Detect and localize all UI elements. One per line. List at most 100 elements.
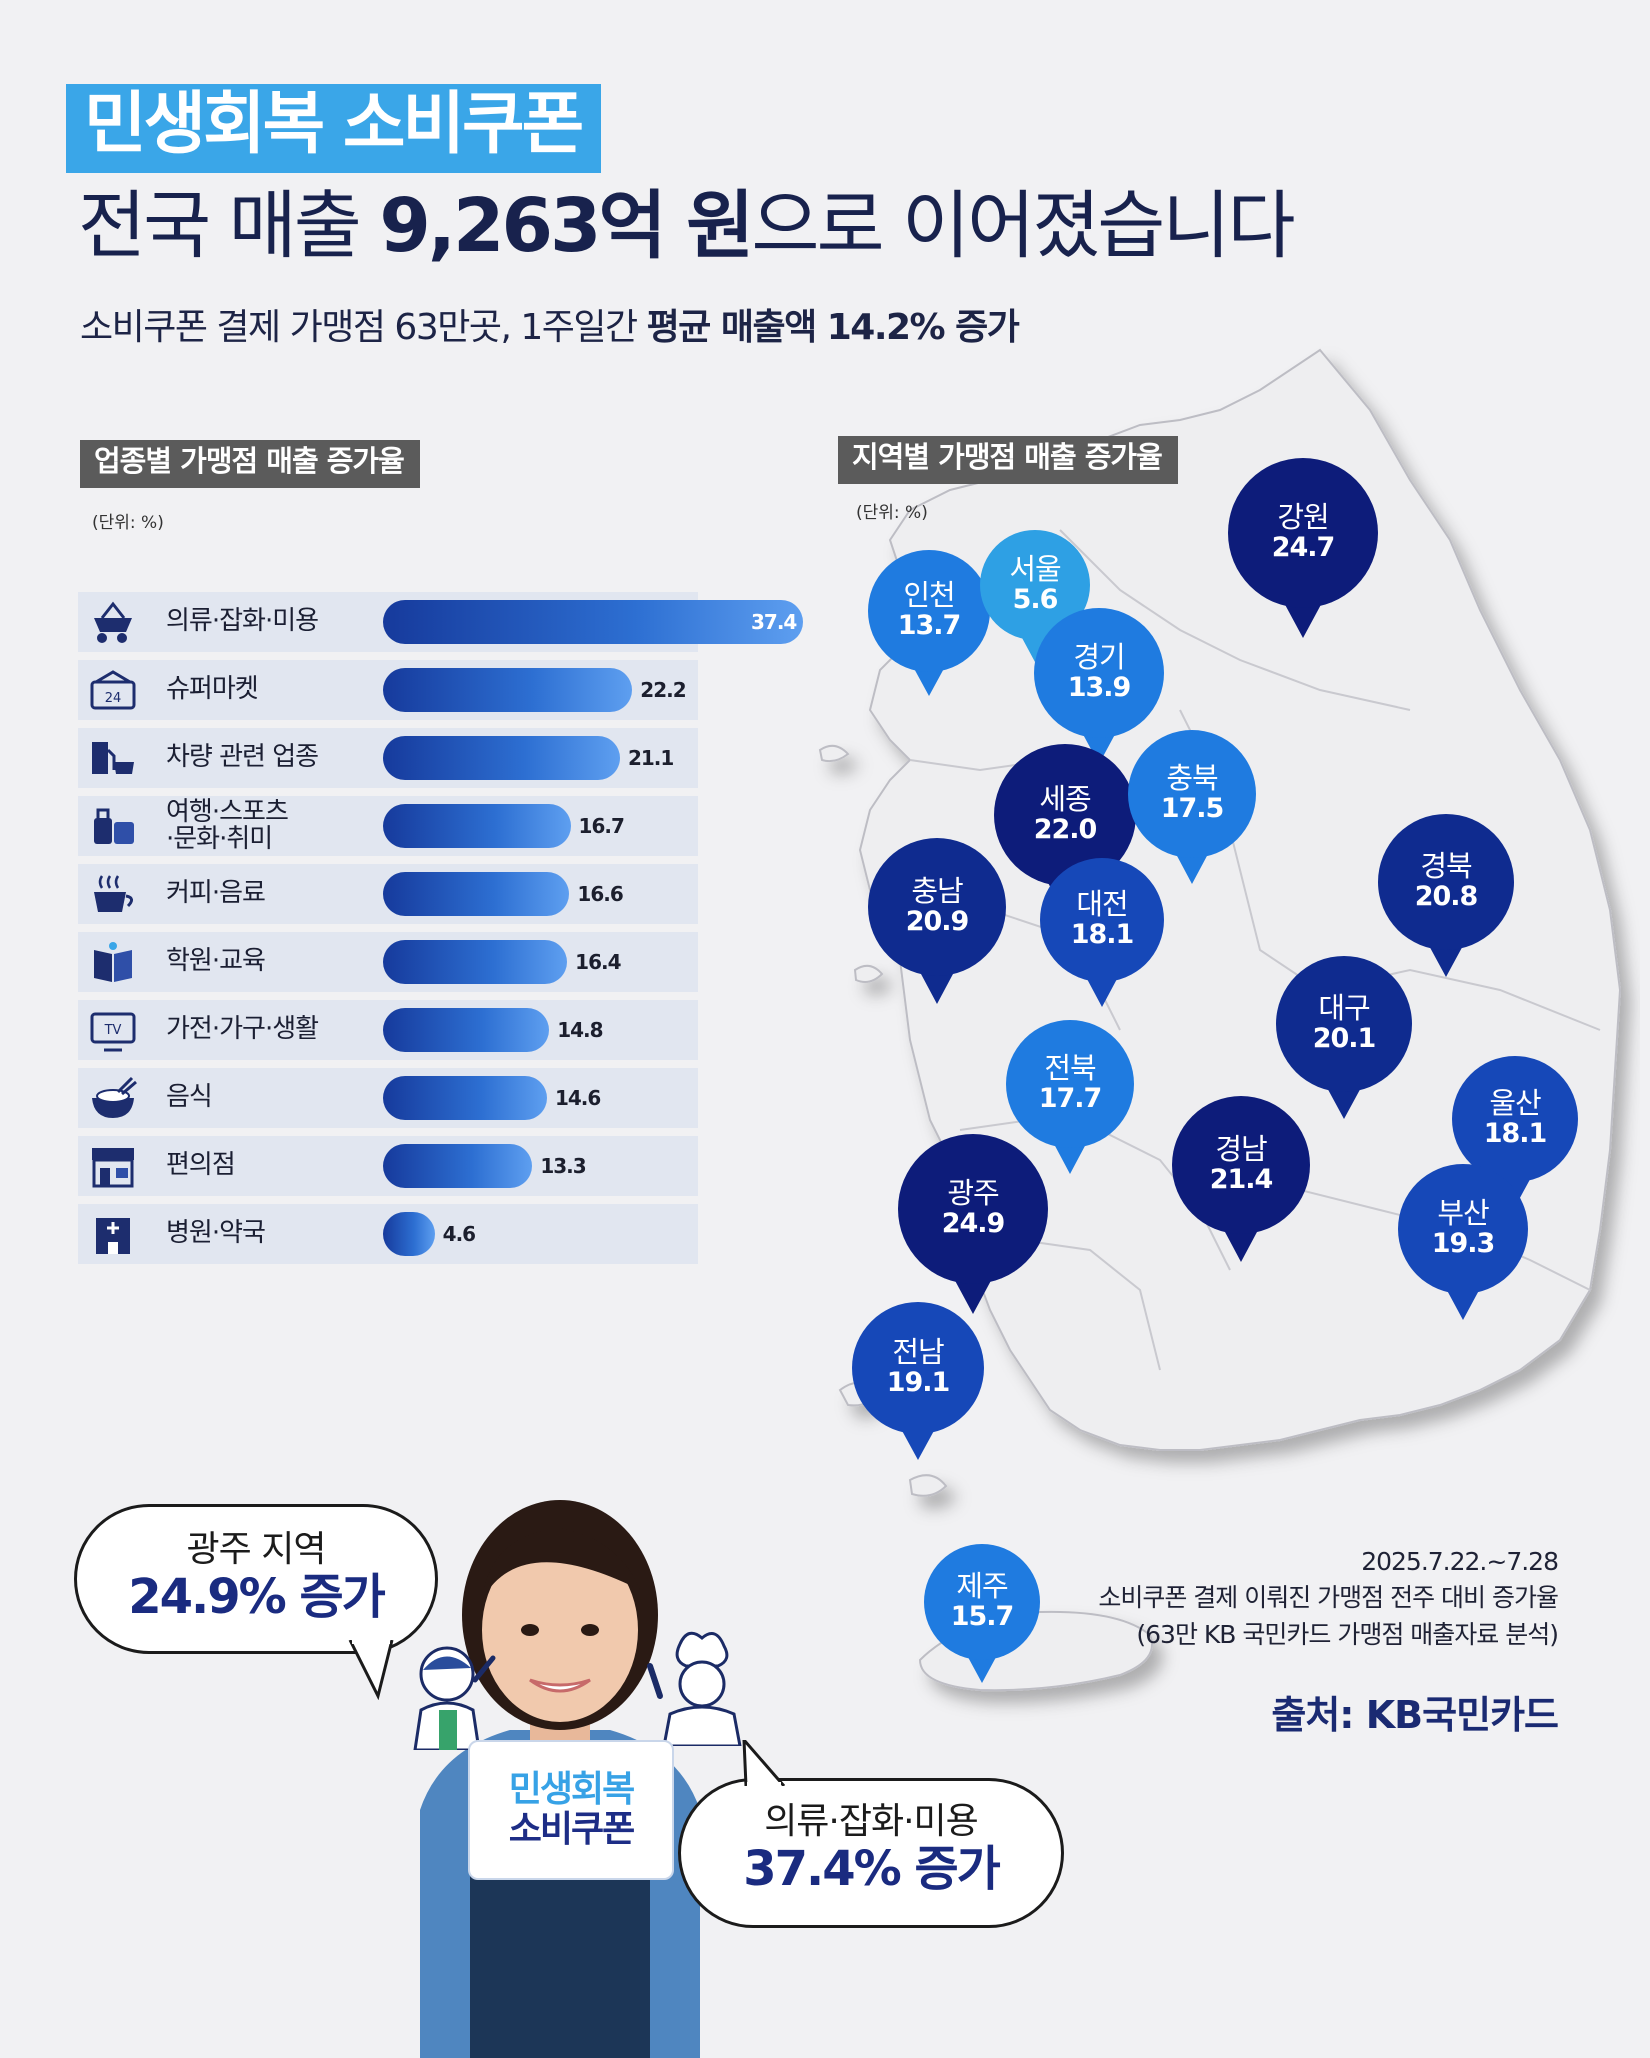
region-value: 18.1: [1483, 1118, 1548, 1150]
industry-value-label: 14.6: [554, 1086, 601, 1110]
industry-row: TV 가전·가구·생활 14.8: [78, 1000, 698, 1060]
region-value: 22.0: [1033, 814, 1098, 846]
region-pin: 대전 18.1: [1040, 858, 1164, 1007]
industry-row: 차량 관련 업종 21.1: [78, 728, 698, 788]
region-pin-text: 세종 22.0: [994, 783, 1136, 846]
region-name: 경남: [1215, 1132, 1267, 1166]
industry-value-label: 37.4: [751, 610, 797, 634]
region-pin: 서울 5.6: [980, 530, 1090, 662]
region-pin: 인천 13.7: [868, 550, 990, 696]
region-pin: 충남 20.9: [868, 838, 1006, 1004]
region-value: 17.5: [1160, 793, 1225, 825]
region-pin-text: 광주 24.9: [898, 1177, 1048, 1240]
region-pin-text: 제주 15.7: [924, 1570, 1040, 1633]
right-eye: [581, 1624, 599, 1636]
industry-label: 슈퍼마켓: [166, 674, 259, 705]
region-pin-text: 경북 20.8: [1378, 850, 1514, 913]
industry-row: 음식 14.6: [78, 1068, 698, 1128]
region-unit: (단위: %): [856, 503, 928, 523]
region-pin-text: 대구 20.1: [1276, 992, 1412, 1055]
region-pin: 경남 21.4: [1172, 1096, 1310, 1262]
source-credit: 출처: KB국민카드: [1271, 1693, 1559, 1737]
region-pin: 경북 20.8: [1378, 814, 1514, 977]
region-value: 19.3: [1431, 1228, 1496, 1260]
region-name: 서울: [1009, 552, 1061, 586]
helper-right-chef-illustration: [647, 1631, 742, 1746]
note-line1: 소비쿠폰 결제 이뤄진 가맹점 전주 대비 증가율: [1098, 1583, 1559, 1613]
industry-bar: [383, 736, 620, 780]
region-name: 경북: [1420, 849, 1472, 883]
industry-bar: [383, 1076, 547, 1120]
region-pin-text: 전남 19.1: [852, 1336, 984, 1399]
region-pin-shape: [868, 838, 1006, 1004]
region-value: 21.4: [1209, 1164, 1274, 1196]
industry-value-label: 16.7: [578, 814, 625, 838]
industry-row: 의류·잡화·미용 37.4: [78, 592, 803, 652]
industry-label: 학원·교육: [166, 946, 266, 977]
island-4: [818, 744, 850, 763]
region-value: 13.9: [1067, 672, 1132, 704]
region-pin: 전남 19.1: [852, 1302, 984, 1460]
region-pin-text: 대전 18.1: [1040, 888, 1164, 951]
industry-value-label: 4.6: [442, 1222, 476, 1246]
region-value: 13.7: [897, 610, 962, 642]
industry-value-label: 13.3: [540, 1154, 586, 1178]
region-pin-text: 전북 17.7: [1006, 1052, 1134, 1115]
region-name: 강원: [1277, 500, 1329, 534]
industry-value-label: 22.2: [640, 678, 686, 702]
region-pin-shape: [924, 1544, 1040, 1683]
bubble-clothing-line1: 의류·잡화·미용: [764, 1801, 979, 1842]
region-pin-shape: [1228, 458, 1378, 638]
industry-label: 의류·잡화·미용: [166, 606, 319, 637]
industry-bar: [383, 872, 570, 916]
bubble-clothing: 의류·잡화·미용 37.4% 증가: [678, 1778, 1064, 1928]
industry-bar: [383, 1212, 435, 1256]
helper-left-illustration: [413, 1646, 496, 1750]
industry-row: 병원·약국 4.6: [78, 1204, 698, 1264]
region-pin: 제주 15.7: [924, 1544, 1040, 1683]
coffee-cup-icon: [94, 875, 133, 912]
region-pin-text: 부산 19.3: [1398, 1197, 1528, 1260]
industry-value-label: 16.6: [577, 882, 623, 906]
headline-amount: 9,263억 원: [379, 183, 754, 269]
region-value: 20.1: [1312, 1023, 1377, 1055]
bubble-gwangju-tail: [348, 1640, 394, 1700]
industry-row: 24 슈퍼마켓 22.2: [78, 660, 698, 720]
industry-row: 편의점 13.3: [78, 1136, 698, 1196]
region-pin-shape: [1378, 814, 1514, 977]
region-pin-text: 울산 18.1: [1452, 1087, 1578, 1150]
bubble-clothing-line2: 37.4% 증가: [743, 1841, 1001, 1898]
industry-row: 커피·음료 16.6: [78, 864, 698, 924]
region-pin: 전북 17.7: [1006, 1020, 1134, 1174]
industry-bar: [383, 668, 633, 712]
island-3: [853, 964, 884, 983]
region-pin-shape: [852, 1302, 984, 1460]
bubble-gwangju-line2: 24.9% 증가: [128, 1569, 386, 1626]
region-name: 광주: [947, 1176, 999, 1210]
region-value: 24.9: [941, 1208, 1006, 1240]
region-pin: 부산 19.3: [1398, 1164, 1528, 1320]
region-pin-shape: [1040, 858, 1164, 1007]
region-pin-text: 경기 13.9: [1034, 641, 1164, 704]
region-name: 부산: [1437, 1196, 1489, 1230]
gas-station-car-icon: [92, 742, 134, 774]
region-pin-shape: [1034, 608, 1164, 764]
region-pin: 강원 24.7: [1228, 458, 1378, 638]
sign-line2: 소비쿠폰: [508, 1809, 635, 1850]
region-name: 대전: [1076, 887, 1128, 921]
supermarket-24-icon: 24: [90, 670, 136, 710]
region-value: 5.6: [1012, 584, 1059, 616]
region-name: 전북: [1044, 1051, 1096, 1085]
region-pin-text: 서울 5.6: [980, 553, 1090, 616]
region-name: 세종: [1039, 782, 1091, 816]
industry-value-label: 16.4: [575, 950, 621, 974]
industry-bar: [383, 804, 571, 848]
island-2: [908, 1474, 948, 1497]
subheadline-strong: 평균 매출액 14.2% 증가: [646, 307, 1020, 348]
region-name: 인천: [903, 578, 955, 612]
rice-bowl-icon: [92, 1076, 137, 1118]
headline: 전국 매출 9,263억 원으로 이어졌습니다: [78, 183, 1296, 269]
region-name: 전남: [892, 1335, 944, 1369]
industry-label: 커피·음료: [166, 878, 266, 909]
region-pin-shape: [1128, 730, 1256, 884]
